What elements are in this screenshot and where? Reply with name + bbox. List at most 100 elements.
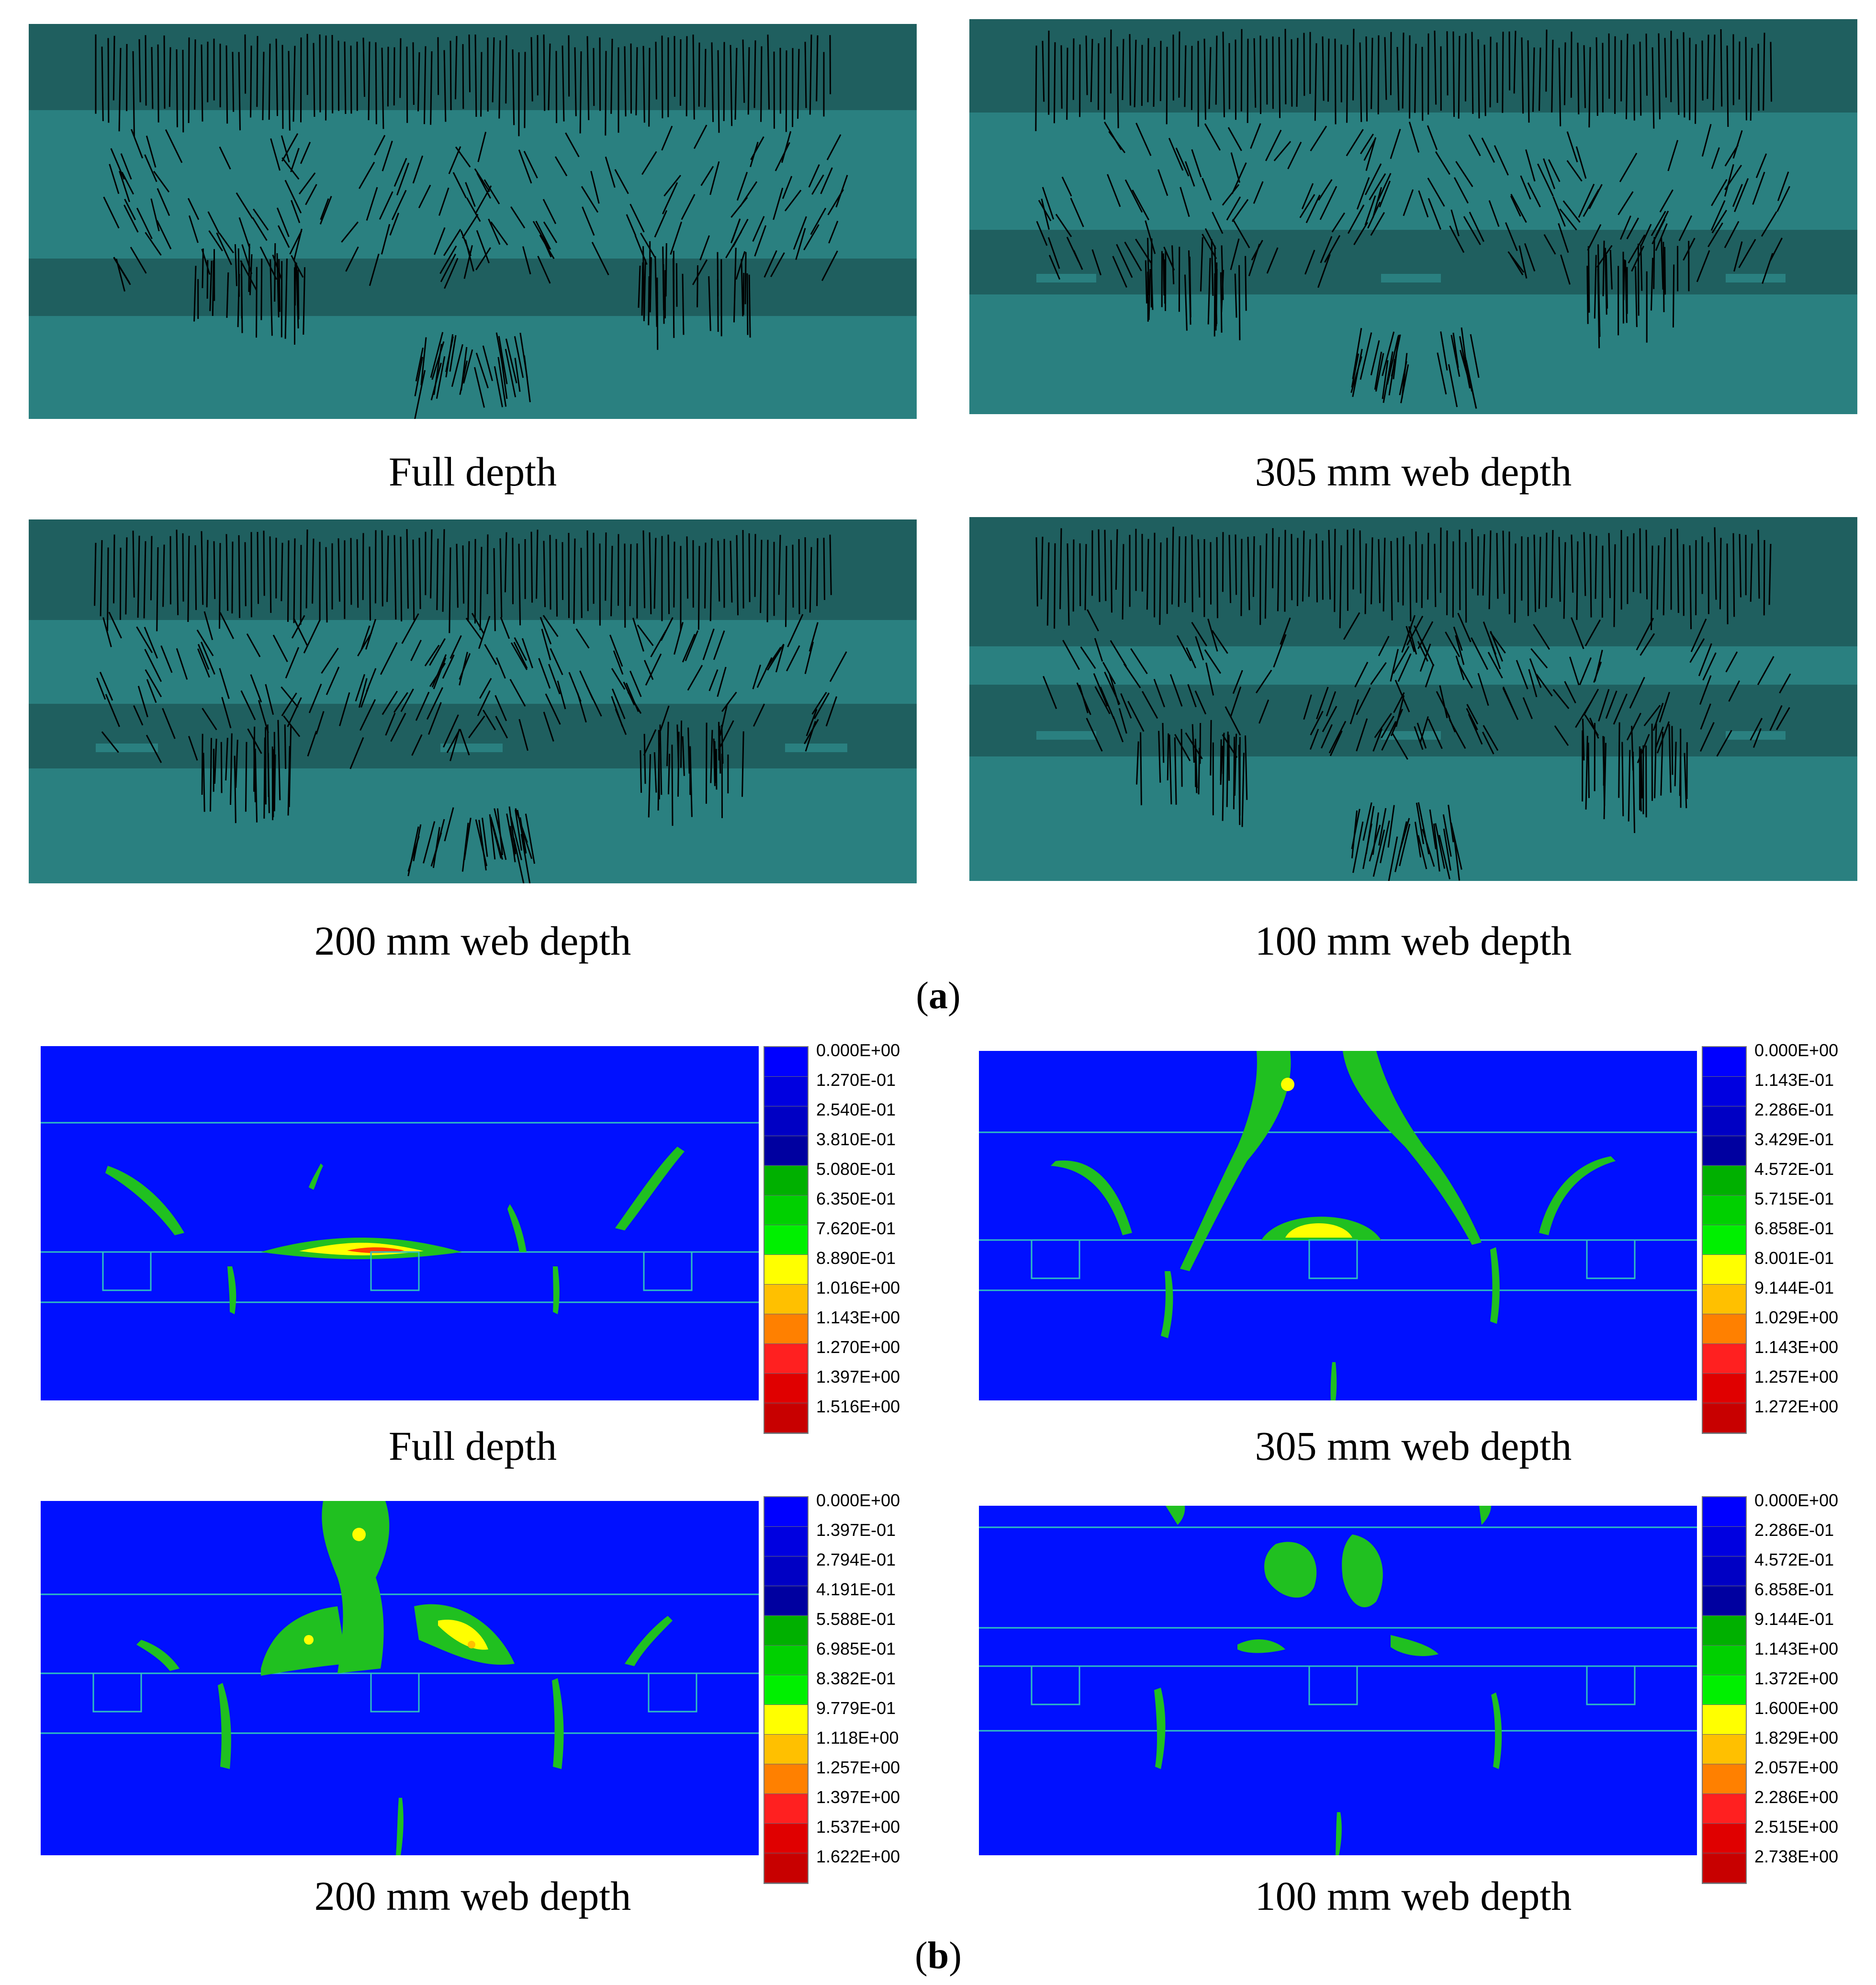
crack-mark	[1726, 45, 1729, 127]
crack-mark	[1178, 536, 1180, 607]
legend-label: 2.794E-01	[816, 1550, 896, 1569]
legend-swatch	[1703, 1764, 1746, 1794]
crack-mark	[461, 214, 479, 239]
crack-mark	[513, 837, 525, 883]
crack-mark	[1585, 735, 1588, 810]
crack-mark	[1770, 42, 1772, 102]
legend-swatch	[1703, 1374, 1746, 1403]
crack-mark	[654, 210, 668, 238]
crack-mark	[1350, 356, 1362, 393]
crack-mark	[610, 545, 613, 617]
crack-mark	[659, 724, 663, 795]
crack-mark	[1191, 621, 1207, 647]
crack-mark	[1551, 530, 1554, 598]
crack-mark	[1374, 713, 1392, 738]
crack-mark	[1453, 626, 1463, 651]
crack-mark	[1483, 725, 1499, 751]
crack-mark	[1062, 640, 1080, 670]
crack-mark	[1211, 630, 1228, 654]
crack-mark	[132, 51, 135, 136]
crack-mark	[1148, 269, 1151, 320]
crack-mark	[813, 692, 830, 720]
crack-mark	[494, 695, 507, 722]
crack-mark	[693, 124, 708, 149]
crack-mark	[1135, 123, 1152, 156]
crack-mark	[1222, 184, 1240, 206]
crack-mark	[835, 175, 848, 208]
crack-mark	[1176, 635, 1191, 662]
crack-mark	[133, 705, 144, 726]
crack-mark	[386, 535, 389, 602]
crack-mark	[1594, 255, 1597, 319]
crack-mark	[1390, 649, 1399, 682]
crack-mark	[369, 546, 371, 621]
crack-mark	[1707, 222, 1723, 248]
crack-mark	[424, 644, 440, 666]
crack-mark	[1626, 712, 1641, 741]
crack-mark	[1734, 178, 1749, 212]
crack-mark	[197, 643, 210, 670]
crack-mark	[123, 204, 139, 233]
crack-mark	[1230, 238, 1240, 271]
crack-mark	[1364, 543, 1367, 614]
crack-mark	[213, 541, 216, 599]
crack-mark	[1761, 211, 1777, 237]
crack-mark	[1331, 212, 1346, 233]
crack-mark	[109, 164, 120, 194]
crack-mark	[1208, 47, 1212, 109]
crack-mark	[550, 648, 563, 676]
crack-mark	[1450, 209, 1460, 237]
legend-label: 3.429E-01	[1754, 1129, 1834, 1149]
crack-mark	[504, 532, 507, 593]
crack-mark	[1394, 821, 1407, 872]
crack-mark	[1566, 131, 1578, 163]
crack-mark	[1543, 234, 1556, 255]
crack-mark	[1118, 708, 1127, 734]
crack-mark	[1394, 679, 1410, 712]
crack-mark	[1202, 234, 1217, 259]
crack-mark	[1448, 804, 1454, 843]
crack-mark	[1150, 238, 1153, 308]
crack-mark	[1656, 545, 1660, 610]
crack-mark	[201, 531, 204, 605]
crack-mark	[730, 219, 741, 244]
crack-mark	[225, 45, 228, 124]
crack-mark	[414, 357, 424, 396]
crack-mark	[1457, 663, 1473, 688]
legend-label: 1.029E+00	[1754, 1308, 1839, 1327]
crack-mark	[1576, 541, 1579, 620]
crack-panel-305mm	[969, 19, 1857, 414]
crack-mark	[1116, 244, 1133, 278]
legend-label: 1.257E+00	[816, 1758, 900, 1777]
crack-mark	[459, 652, 468, 686]
crack-mark	[1545, 532, 1548, 608]
crack-mark	[1636, 618, 1654, 651]
crack-mark	[393, 158, 407, 187]
crack-mark	[1668, 724, 1672, 793]
crack-mark	[1701, 40, 1704, 101]
crack-mark	[136, 207, 153, 239]
crack-mark	[1115, 529, 1118, 590]
crack-mark	[784, 190, 802, 212]
crack-mark	[1369, 173, 1386, 201]
crack-mark	[1466, 704, 1479, 725]
crack-mark	[666, 722, 669, 767]
crack-mark	[151, 47, 154, 109]
crack-mark	[288, 51, 291, 131]
crack-mark	[490, 221, 508, 246]
crack-mark	[254, 748, 258, 823]
crack-mark	[1449, 226, 1465, 253]
crack-mark	[747, 47, 750, 115]
crack-mark	[475, 247, 491, 271]
legend-swatch	[764, 1255, 808, 1285]
legend-swatch	[764, 1497, 808, 1527]
crack-mark	[1168, 734, 1172, 805]
crack-mark	[1141, 691, 1158, 719]
crack-mark	[1543, 158, 1556, 190]
caption-crack-305mm: 305 mm web depth	[1255, 449, 1572, 495]
crack-mark	[1174, 733, 1191, 761]
crack-mark	[1403, 189, 1414, 216]
crack-mark	[1060, 45, 1063, 109]
crack-mark	[1264, 533, 1268, 619]
crack-mark	[1273, 634, 1287, 668]
